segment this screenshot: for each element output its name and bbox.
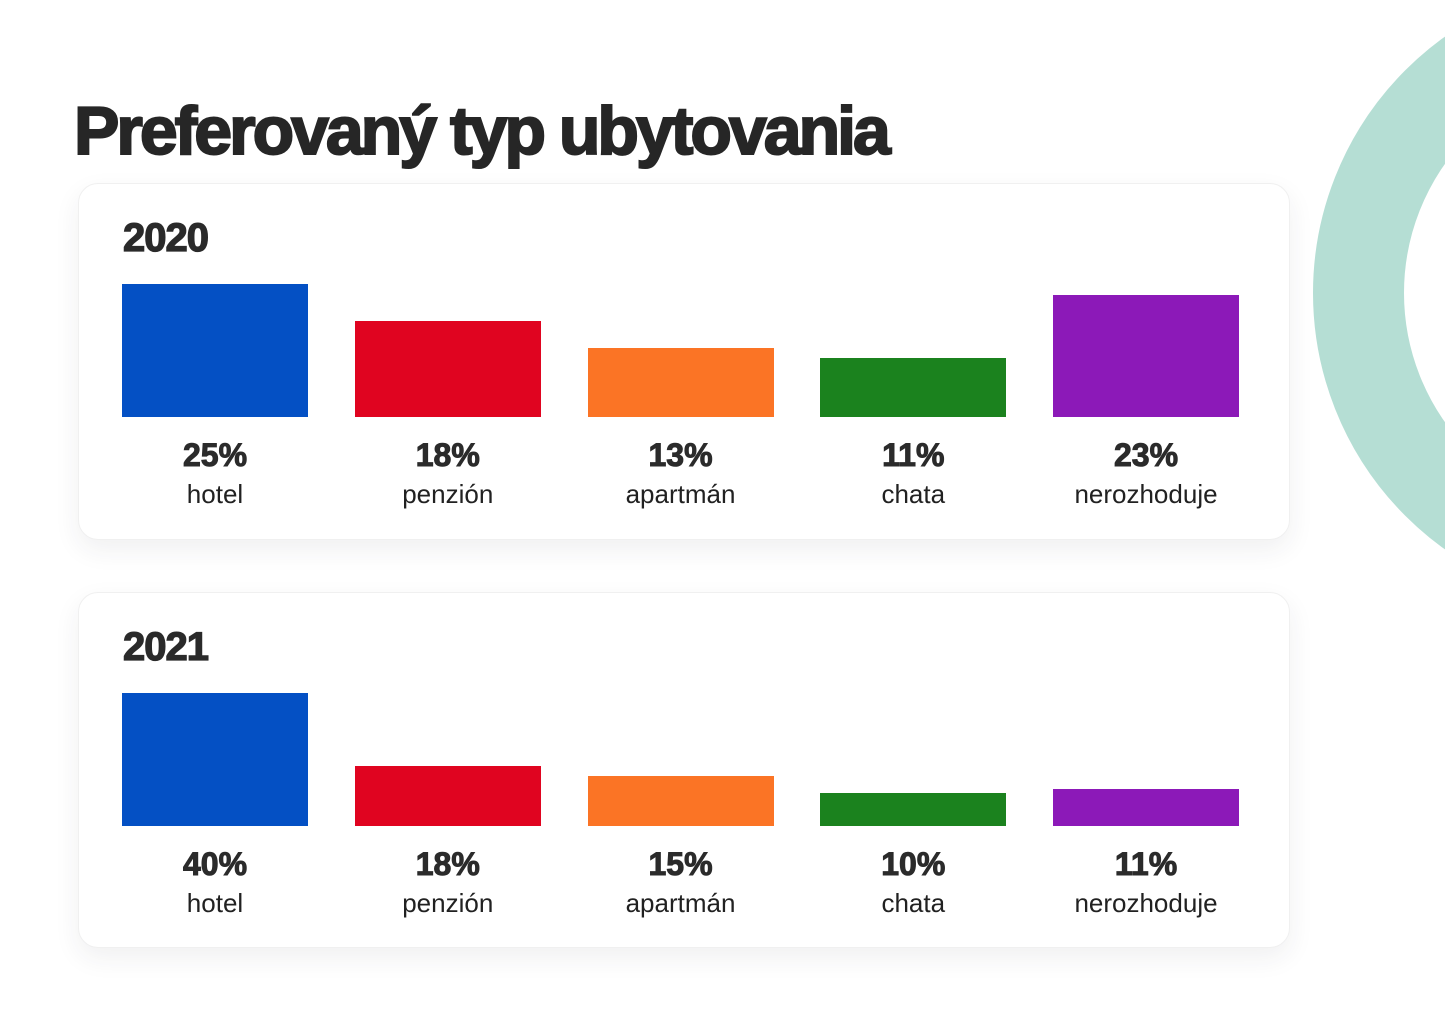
bar-track [354,284,541,417]
bar-nerozhoduje-2020 [1053,295,1239,417]
bar-track [354,693,541,826]
bar-apartmán-2020 [587,348,774,417]
bar-value-label: 10% [881,846,946,883]
bar-category-label: penzión [402,887,494,918]
chart-card-2020: 2020 25% hotel 18% penzión 13% apartmán 11% cha… [78,183,1290,540]
bar-column-hotel: 40% hotel [122,693,308,919]
year-label-2021: 2021 [122,624,209,669]
bar-column-chata: 11% chata [820,284,1007,510]
bar-value-label: 15% [648,846,713,883]
bar-category-label: nerozhoduje [1074,478,1218,509]
bar-value-label: 25% [182,437,248,474]
bar-category-label: hotel [186,887,244,918]
bar-track [587,693,774,826]
bar-track [1053,693,1239,826]
bar-column-nerozhoduje: 23% nerozhoduje [1053,284,1239,510]
bar-column-penzión: 18% penzión [354,284,541,510]
bar-track [122,693,308,826]
bar-category-label: apartmán [625,887,736,918]
bar-category-label: chata [881,478,946,509]
bar-penzión-2020 [354,321,541,417]
bar-chata-2020 [820,358,1007,417]
bar-column-apartmán: 15% apartmán [587,693,774,919]
bar-penzión-2021 [354,766,541,826]
bar-chart-2020: 25% hotel 18% penzión 13% apartmán 11% chata 23%… [122,284,1239,510]
bar-value-label: 40% [182,846,248,883]
bar-value-label: 11% [882,437,945,474]
bar-column-hotel: 25% hotel [122,284,308,510]
bar-chart-2021: 40% hotel 18% penzión 15% apartmán 10% chata 11%… [122,693,1239,919]
bar-category-label: hotel [186,478,244,509]
bar-track [122,284,308,417]
year-label-2020: 2020 [122,215,209,260]
bar-value-label: 18% [415,846,480,883]
bar-track [820,693,1007,826]
bar-apartmán-2021 [587,776,774,826]
bar-column-penzión: 18% penzión [354,693,541,919]
page-title: Preferovaný typ ubytovania [73,92,892,169]
bar-category-label: chata [881,887,946,918]
bar-hotel-2020 [122,284,308,417]
bar-track [1053,284,1239,417]
bar-value-label: 18% [415,437,480,474]
chart-card-2021: 2021 40% hotel 18% penzión 15% apartmán 10% cha… [78,592,1290,948]
bar-column-apartmán: 13% apartmán [587,284,774,510]
teal-donut-decoration [1313,0,1445,608]
bar-hotel-2021 [122,693,308,826]
bar-category-label: apartmán [625,478,736,509]
bar-column-chata: 10% chata [820,693,1007,919]
bar-category-label: penzión [402,478,494,509]
bar-track [587,284,774,417]
bar-value-label: 11% [1114,846,1178,883]
bar-column-nerozhoduje: 11% nerozhoduje [1053,693,1239,919]
bar-track [820,284,1007,417]
bar-chata-2021 [820,793,1007,826]
bar-value-label: 13% [648,437,713,474]
bar-nerozhoduje-2021 [1053,789,1239,826]
bar-category-label: nerozhoduje [1074,887,1218,918]
bar-value-label: 23% [1113,437,1179,474]
